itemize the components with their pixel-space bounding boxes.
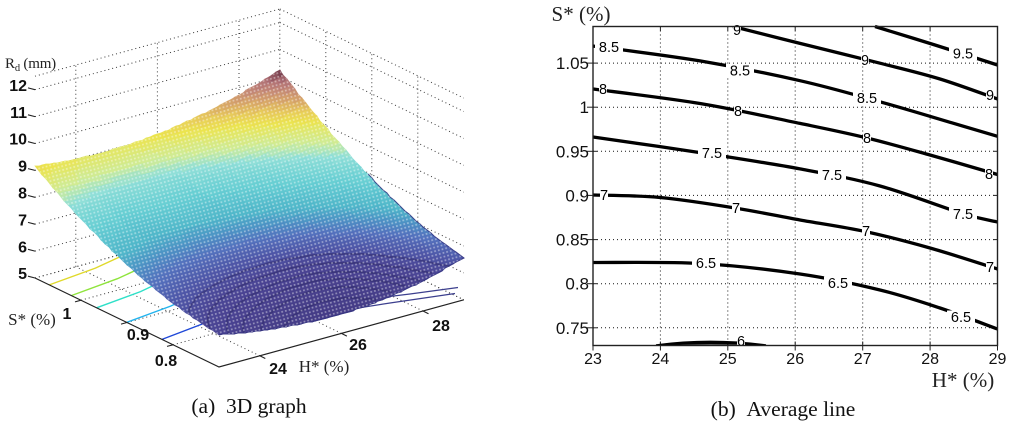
svg-text:0.8: 0.8 xyxy=(565,275,589,294)
svg-text:8.5: 8.5 xyxy=(730,64,750,80)
svg-text:8: 8 xyxy=(985,167,993,183)
svg-text:8.5: 8.5 xyxy=(599,40,619,56)
svg-text:10: 10 xyxy=(9,132,27,149)
svg-text:(a) 3D graph: (a) 3D graph xyxy=(191,394,306,418)
svg-text:12: 12 xyxy=(9,78,27,95)
svg-text:7: 7 xyxy=(732,201,740,217)
svg-text:6.5: 6.5 xyxy=(951,310,971,326)
svg-text:S* (%): S* (%) xyxy=(552,2,611,26)
svg-text:8.5: 8.5 xyxy=(857,91,877,107)
svg-text:Rd (mm): Rd (mm) xyxy=(5,56,56,74)
svg-text:7.5: 7.5 xyxy=(822,168,842,184)
svg-text:0.95: 0.95 xyxy=(556,142,589,161)
svg-text:26: 26 xyxy=(786,351,804,368)
svg-text:23: 23 xyxy=(584,351,602,368)
svg-text:11: 11 xyxy=(10,105,27,122)
svg-text:24: 24 xyxy=(269,361,287,378)
svg-text:1.05: 1.05 xyxy=(556,54,589,73)
svg-text:25: 25 xyxy=(719,351,737,368)
svg-text:24: 24 xyxy=(652,351,670,368)
svg-text:8: 8 xyxy=(18,186,27,203)
svg-text:8: 8 xyxy=(734,104,742,120)
svg-text:0.85: 0.85 xyxy=(556,231,589,250)
svg-text:S* (%): S* (%) xyxy=(8,310,56,329)
svg-text:6.5: 6.5 xyxy=(696,256,716,272)
svg-text:0.9: 0.9 xyxy=(565,186,589,205)
svg-text:0.75: 0.75 xyxy=(556,319,589,338)
svg-text:8: 8 xyxy=(863,131,871,147)
svg-text:H* (%): H* (%) xyxy=(299,357,350,376)
svg-text:8: 8 xyxy=(599,82,607,98)
svg-text:0.9: 0.9 xyxy=(127,327,149,344)
svg-text:5: 5 xyxy=(18,266,27,283)
svg-text:(b) Average line: (b) Average line xyxy=(711,397,856,421)
svg-text:6.5: 6.5 xyxy=(828,276,848,292)
svg-text:27: 27 xyxy=(854,351,872,368)
svg-text:1: 1 xyxy=(580,98,589,117)
svg-text:7: 7 xyxy=(18,212,27,229)
svg-text:H* (%): H* (%) xyxy=(932,368,994,392)
svg-text:7: 7 xyxy=(600,188,608,204)
svg-text:7: 7 xyxy=(986,260,994,276)
svg-text:28: 28 xyxy=(921,351,939,368)
svg-text:6: 6 xyxy=(737,334,745,350)
svg-text:7.5: 7.5 xyxy=(702,146,722,162)
svg-text:29: 29 xyxy=(989,351,1007,368)
svg-text:9.5: 9.5 xyxy=(953,47,973,63)
svg-text:9: 9 xyxy=(18,159,27,176)
svg-text:1: 1 xyxy=(63,306,72,323)
svg-text:9: 9 xyxy=(733,23,741,39)
svg-text:9: 9 xyxy=(986,88,994,104)
svg-text:9: 9 xyxy=(861,53,869,69)
svg-text:0.8: 0.8 xyxy=(155,353,177,370)
svg-text:7.5: 7.5 xyxy=(953,207,973,223)
svg-text:26: 26 xyxy=(349,337,367,354)
svg-text:28: 28 xyxy=(432,318,450,335)
svg-text:7: 7 xyxy=(862,224,870,240)
svg-text:6: 6 xyxy=(18,239,27,256)
